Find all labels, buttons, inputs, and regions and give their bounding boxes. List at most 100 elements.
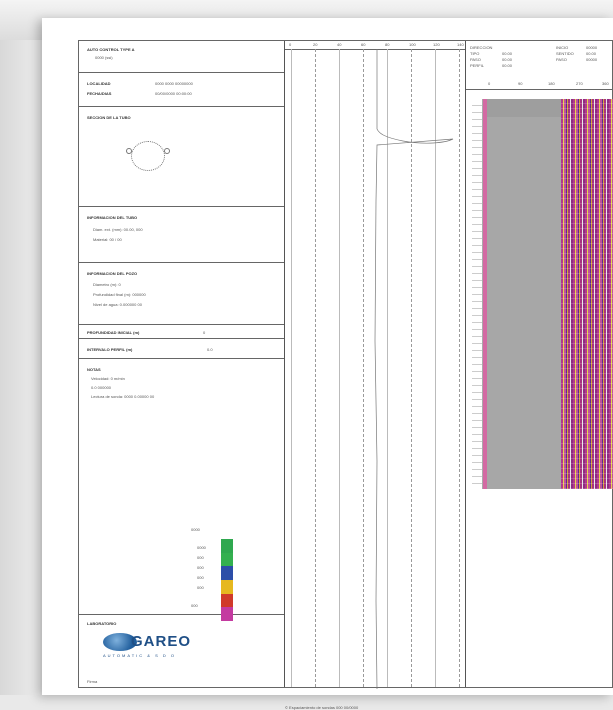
tube-section: INFORMACION DEL TUBO Diam. ext. (mm): 00… [79,207,284,263]
img-scale-4: 360 [602,81,609,86]
img-scale-3: 270 [576,81,583,86]
img-head-r1: INICIO [556,45,569,50]
well-line3: Nivel de agua: 0.000000 00 [93,302,142,307]
image-header: DIRECCION TIPO PASO PERFIL 00.00 00.00 0… [466,41,613,90]
track-grid-line [363,49,364,687]
well-section: INFORMACION DEL POZO Diametro (m): 0 Pro… [79,263,284,325]
notes-line3: Lectura de sonda: 0000 0.00000 00 [91,394,155,399]
track-grid-line [459,49,460,687]
track-grid-line [411,49,412,687]
depth-value: 0 [203,330,206,335]
track-header: 0 20 40 60 80 100 120 140 [285,41,465,50]
log-curve [374,49,454,689]
depth-section: PROFUNDIDAD INICIAL (m) 0 [79,325,284,339]
company-label: LABORATORIO [87,621,117,626]
notes-section: NOTAS Velocidad: 0 m/min 0.0 000000 Lect… [79,359,284,615]
scale-label-4: 000 [197,565,204,570]
localidad-value: 0000 0000 00000000 [155,81,193,86]
interval-section: INTERVALO PERFIL (m) 0.0 [79,339,284,359]
track-grid-line [291,49,292,687]
borehole-image [561,99,613,489]
scale-label-2: 0000 [197,545,206,550]
scale-label-bottom: 000 [191,603,198,608]
document-sheet: AUTO CONTROL TYPE A 0000 (ssi) LOCALIDAD… [42,18,613,710]
img-head-v3: 00.00 [502,63,513,68]
header-line1: AUTO CONTROL TYPE A [87,47,135,52]
well-title: INFORMACION DEL POZO [87,271,138,276]
img-scale-0: 0 [488,81,491,86]
track-tick-label: 60 [361,42,366,47]
img-head-l1: DIRECCION [470,45,493,50]
company-logo: GAREO AUTOMATIC & S D O [103,631,253,658]
img-head-v5: 00.00 [586,51,597,56]
log-track: 0 20 40 60 80 100 120 140 [285,41,465,689]
track-tick-label: 80 [385,42,390,47]
location-section: LOCALIDAD 0000 0000 00000000 FECHA/DIAS … [79,73,284,107]
img-head-v2: 00.00 [502,57,513,62]
notes-line1: Velocidad: 0 m/min [91,376,125,381]
logo-subtitle: AUTOMATIC & S D O [103,653,176,658]
color-scale-bar [221,539,233,621]
notes-line2: 0.0 000000 [91,385,112,390]
img-head-v4: 00000 [586,45,598,50]
fecha-label: FECHA/DIAS [87,91,112,96]
color-scale-swatch [221,552,233,567]
depth-ruler [472,99,483,489]
probe-diagram-icon [126,141,170,171]
track-tick-label: 0 [289,42,292,47]
company-section: LABORATORIO GAREO AUTOMATIC & S D O Firm… [79,615,284,689]
notes-title: NOTAS [87,367,101,372]
scale-label-5: 000 [197,575,204,580]
track-tick-label: 40 [337,42,342,47]
logo-globe-icon [103,633,137,651]
tube-line2: Material: 00 / 00 [93,237,122,242]
track-tick-label: 120 [433,42,440,47]
img-head-l4: PERFIL [470,63,485,68]
well-line1: Diametro (m): 0 [93,282,121,287]
localidad-label: LOCALIDAD [87,81,111,86]
img-scale-2: 180 [548,81,555,86]
header-section: AUTO CONTROL TYPE A 0000 (ssi) [79,41,284,73]
track-tick-label: 20 [313,42,318,47]
img-scale-1: 90 [518,81,523,86]
color-scale-swatch [221,593,233,608]
color-scale-swatch [221,566,233,580]
scale-label-top: 0000 [191,527,200,532]
img-head-v1: 00.00 [502,51,513,56]
track-grid-line [315,49,316,687]
probe-title: SECCION DE LA TUBO [87,115,131,120]
scale-label-3: 000 [197,555,204,560]
footer-note: © Espaciamiento de sondas 000 00/0000 [285,705,359,710]
track-tick-label: 100 [409,42,416,47]
img-head-l3: PASO [470,57,481,62]
info-column: AUTO CONTROL TYPE A 0000 (ssi) LOCALIDAD… [79,41,285,687]
tube-title: INFORMACION DEL TUBO [87,215,138,220]
background-side [0,40,40,695]
img-head-r3: PASO [556,57,567,62]
track-grid-line [435,49,436,687]
track-grid-line [339,49,340,687]
interval-label: INTERVALO PERFIL (m) [87,347,133,352]
track-grid-line [387,49,388,687]
probe-section: SECCION DE LA TUBO [79,107,284,207]
img-head-l2: TIPO [470,51,480,56]
image-column: DIRECCION TIPO PASO PERFIL 00.00 00.00 0… [465,41,613,687]
gray-image-area [487,99,561,489]
depth-label: PROFUNDIDAD INICIAL (m) [87,330,140,335]
color-scale-swatch [221,607,233,621]
img-head-r2: SENTIDO [556,51,574,56]
signature-label: Firma [87,679,98,684]
logo-text: GAREO [131,633,192,650]
log-frame: AUTO CONTROL TYPE A 0000 (ssi) LOCALIDAD… [78,40,613,710]
header-line2: 0000 (ssi) [95,55,113,60]
well-line2: Profundidad final (m): 000000 [93,292,146,297]
img-head-v6: 00000 [586,57,598,62]
scale-label-6: 000 [197,585,204,590]
color-scale-swatch [221,539,233,553]
track-tick-label: 140 [457,42,464,47]
color-scale-swatch [221,579,233,594]
fecha-value: 00/00/0000 00:00:00 [155,91,192,96]
pink-depth-strip [483,99,487,489]
tube-line1: Diam. ext. (mm): 00.00, 000 [93,227,143,232]
interval-value: 0.0 [207,347,213,352]
